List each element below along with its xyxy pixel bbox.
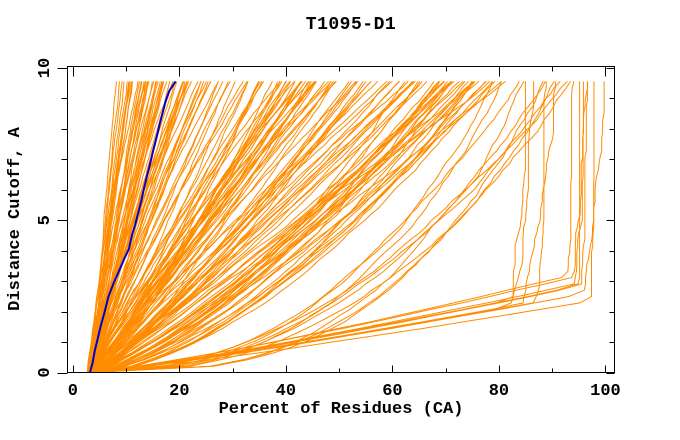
model-curve <box>89 81 491 373</box>
model-curve <box>91 81 409 373</box>
model-curve <box>93 81 400 373</box>
model-curve <box>90 81 207 373</box>
model-curve <box>96 81 260 373</box>
model-curve <box>87 81 357 373</box>
model-curve <box>88 81 261 373</box>
y-tick-label: 0 <box>36 367 55 377</box>
x-tick-label: 100 <box>590 382 621 401</box>
model-curve <box>92 81 571 373</box>
model-curve <box>92 81 423 373</box>
plot-frame <box>67 66 615 373</box>
x-tick-label: 40 <box>276 382 296 401</box>
model-curve <box>94 81 118 373</box>
model-curve <box>87 81 125 373</box>
model-curve <box>88 81 414 373</box>
y-axis-tick-labels: 0 5 10 <box>36 58 55 378</box>
y-tick-label: 5 <box>36 215 55 225</box>
model-curve <box>93 81 568 373</box>
model-curve <box>88 81 446 373</box>
model-curve <box>87 81 174 373</box>
model-curve <box>91 80 475 373</box>
model-curve <box>91 81 326 373</box>
model-curve <box>94 81 176 373</box>
model-curve <box>90 81 452 373</box>
x-tick-label: 20 <box>169 382 189 401</box>
model-curve <box>90 81 547 373</box>
x-axis-tick-labels: 0 20 40 60 80 100 <box>68 382 621 401</box>
model-curve <box>89 81 556 373</box>
model-curve <box>91 81 302 373</box>
model-curve <box>88 81 302 373</box>
x-tick-label: 0 <box>68 382 78 401</box>
model-curve <box>91 81 503 373</box>
x-axis-label: Percent of Residues (CA) <box>219 400 464 419</box>
y-axis-label: Distance Cutoff, A <box>6 126 25 310</box>
y-tick-label: 10 <box>36 58 55 78</box>
model-curve <box>88 81 184 373</box>
model-curve <box>95 81 520 373</box>
model-curve <box>88 81 273 373</box>
x-tick-label: 80 <box>489 382 509 401</box>
model-curve <box>90 81 350 373</box>
model-curve <box>95 81 455 373</box>
model-curve <box>91 81 544 373</box>
model-curve <box>87 81 584 373</box>
model-curve <box>94 81 440 373</box>
model-curve <box>94 81 312 373</box>
model-curve <box>91 81 244 373</box>
chart-title: T1095-D1 <box>306 15 396 35</box>
model-curve <box>87 81 306 373</box>
model-curve <box>90 81 133 373</box>
model-curve <box>96 81 595 373</box>
highlighted-curve <box>88 80 177 373</box>
highlighted-model-curve <box>88 80 177 373</box>
model-curve <box>92 81 460 373</box>
model-curve <box>91 81 212 373</box>
axis-ticks <box>57 66 615 374</box>
model-curve <box>87 81 406 373</box>
model-curve <box>88 81 525 373</box>
model-curve <box>90 81 589 373</box>
model-curve <box>87 81 575 373</box>
model-curve <box>91 81 486 373</box>
model-curve <box>90 81 453 373</box>
model-curve <box>90 81 496 373</box>
model-curve <box>87 81 231 373</box>
model-curve <box>95 81 476 373</box>
model-curve <box>87 81 487 373</box>
model-curve <box>88 81 281 373</box>
model-curve <box>86 81 288 373</box>
model-curve <box>86 81 535 373</box>
model-curve <box>88 81 359 373</box>
x-tick-label: 60 <box>382 382 402 401</box>
model-curve <box>94 81 428 373</box>
model-curve <box>91 81 332 373</box>
model-curve <box>94 81 588 373</box>
model-curve-ensemble <box>86 80 605 373</box>
model-curve <box>95 81 315 373</box>
